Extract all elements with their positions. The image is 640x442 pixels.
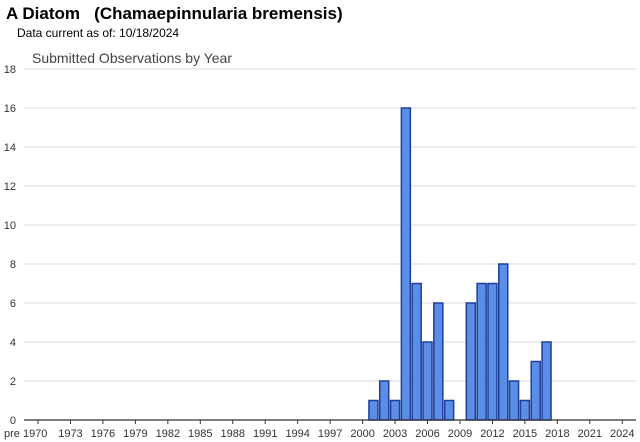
bar-2017: [541, 341, 552, 421]
bar-2011: [476, 282, 487, 421]
x-tick-label: 2021: [578, 428, 602, 440]
x-tick-label: 1979: [123, 428, 147, 440]
x-tick-label: 2015: [513, 428, 537, 440]
x-tick-label: 2003: [383, 428, 407, 440]
x-tick-label: 1982: [156, 428, 180, 440]
x-tick-label: 2012: [480, 428, 504, 440]
y-tick-label: 0: [10, 415, 16, 427]
bar-2015: [519, 399, 531, 421]
bar-2006: [422, 341, 433, 421]
y-tick-label: 10: [4, 220, 16, 232]
x-tick-label: 2018: [545, 428, 569, 440]
bar-2014: [508, 380, 520, 421]
bar-2012: [487, 282, 498, 421]
x-tick-label: 1988: [221, 428, 245, 440]
y-tick-label: 4: [10, 337, 16, 349]
x-tick-label: pre 1970: [4, 428, 47, 440]
x-tick-label: 2006: [415, 428, 439, 440]
y-tick-label: 14: [4, 142, 16, 154]
y-tick-label: 2: [10, 376, 16, 388]
bar-2005: [411, 282, 422, 421]
bar-2007: [433, 302, 444, 421]
y-tick-label: 8: [10, 259, 16, 271]
chart-title: Submitted Observations by Year: [32, 50, 232, 66]
x-tick-label: 2024: [610, 428, 634, 440]
x-tick-label: 1973: [58, 428, 82, 440]
x-tick-label: 1976: [91, 428, 115, 440]
x-tick-label: 1997: [318, 428, 342, 440]
bar-2008: [443, 399, 455, 421]
bar-2002: [378, 380, 390, 421]
page-title: A Diatom (Chamaepinnularia bremensis): [6, 4, 343, 23]
x-tick-label: 1991: [253, 428, 277, 440]
data-current-label: Data current as of: 10/18/2024: [17, 26, 180, 40]
bar-2016: [530, 360, 541, 421]
bar-2004: [400, 107, 412, 421]
x-tick-label: 1994: [285, 428, 309, 440]
y-tick-label: 16: [4, 103, 16, 115]
y-tick-label: 12: [4, 181, 16, 193]
bar-2003: [389, 399, 401, 421]
x-tick-label: 2009: [448, 428, 472, 440]
bar-2010: [465, 302, 477, 421]
y-tick-label: 6: [10, 298, 16, 310]
x-tick-label: 2000: [350, 428, 374, 440]
bar-2001: [368, 399, 379, 421]
y-tick-label: 18: [4, 64, 16, 76]
bar-2013: [498, 263, 509, 421]
x-tick-label: 1985: [188, 428, 212, 440]
